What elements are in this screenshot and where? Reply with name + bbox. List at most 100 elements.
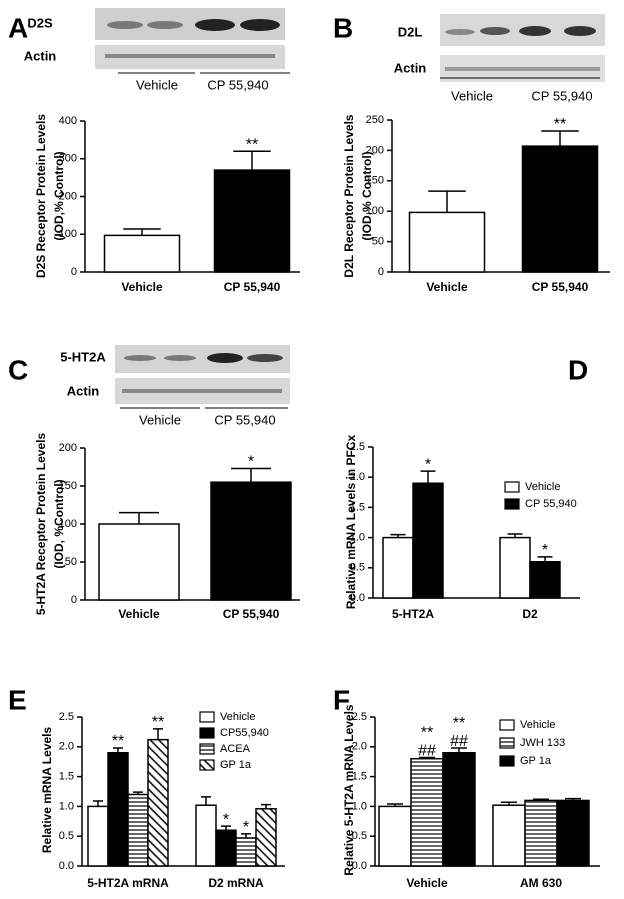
bar xyxy=(408,211,486,273)
panel-letter: B xyxy=(333,12,353,43)
error-bar xyxy=(113,747,123,753)
x-tick-label: D2 mRNA xyxy=(208,876,264,890)
y-tick-label: 100 xyxy=(59,228,77,240)
legend-swatch xyxy=(499,755,515,767)
y-tick-label: 2.0 xyxy=(352,741,367,753)
legend-label: Vehicle xyxy=(220,711,255,723)
significance-label: ** xyxy=(554,116,566,133)
bar xyxy=(556,799,590,867)
error-bar xyxy=(261,803,271,809)
error-bar xyxy=(93,800,103,807)
y-axis-label: Relative mRNA Levels xyxy=(40,727,54,854)
blot-label: Actin xyxy=(24,48,57,63)
error-bar xyxy=(390,533,406,538)
y-tick-label: 0.0 xyxy=(350,592,365,604)
significance-label: * xyxy=(243,819,249,836)
lane-label: CP 55,940 xyxy=(214,412,275,427)
bar xyxy=(98,523,180,601)
panel-letter: F xyxy=(333,684,350,715)
error-bar xyxy=(533,798,549,801)
x-tick-label: D2 xyxy=(522,607,538,621)
y-tick-label: 50 xyxy=(65,556,77,568)
panel-letter: E xyxy=(8,684,27,715)
y-axis-label: Relative mRNA Levels in PFCx xyxy=(344,435,358,610)
error-bar xyxy=(428,190,466,213)
bar xyxy=(235,837,257,867)
legend-label: Vehicle xyxy=(520,719,555,731)
significance-label: ** xyxy=(421,725,433,742)
error-bar xyxy=(241,833,251,838)
y-tick-label: 1.5 xyxy=(350,501,365,513)
x-tick-label: AM 630 xyxy=(520,876,562,890)
legend-swatch xyxy=(199,727,215,739)
bar xyxy=(87,805,109,867)
western-blots xyxy=(95,8,605,409)
error-bar xyxy=(565,797,581,801)
bar xyxy=(442,752,476,867)
y-axis-label: Relative 5-HT2A mRNA Levels xyxy=(342,704,356,875)
significance-label: ** xyxy=(246,136,258,153)
bar xyxy=(524,799,558,867)
legend-swatch xyxy=(499,719,515,731)
error-bar xyxy=(201,796,211,806)
y-tick-label: 0 xyxy=(71,266,77,278)
error-bar xyxy=(221,825,231,831)
bar xyxy=(107,752,129,867)
error-bar xyxy=(119,511,159,524)
blot-label: D2L xyxy=(398,24,423,39)
y-tick-label: 2.5 xyxy=(350,441,365,453)
y-tick-label: 150 xyxy=(59,480,77,492)
legend-label: JWH 133 xyxy=(520,737,565,749)
x-tick-label: CP 55,940 xyxy=(532,280,589,294)
bar xyxy=(410,757,444,867)
bar xyxy=(521,145,599,273)
lane-label: CP 55,940 xyxy=(207,77,268,92)
legend-label: GP 1a xyxy=(220,759,252,771)
y-tick-label: 0 xyxy=(71,594,77,606)
bar xyxy=(195,804,217,867)
legend-swatch xyxy=(199,759,215,771)
y-axis-label: (IOD, %Control) xyxy=(52,479,66,568)
legend-swatch xyxy=(504,481,520,493)
lane-label: Vehicle xyxy=(139,412,181,427)
blot-label: Actin xyxy=(394,60,427,75)
panel-letter: A xyxy=(8,12,28,43)
y-tick-label: 100 xyxy=(366,205,384,217)
legend-swatch xyxy=(504,498,520,510)
legend-label: GP 1a xyxy=(520,755,552,767)
error-bar xyxy=(123,228,161,236)
legend-swatch xyxy=(199,743,215,755)
bar xyxy=(213,169,291,273)
x-tick-label: 5-HT2A xyxy=(392,607,434,621)
bar xyxy=(127,793,149,867)
y-tick-label: 1.0 xyxy=(350,532,365,544)
significance-label: * xyxy=(425,456,431,473)
significance-label: ## xyxy=(418,743,436,760)
y-tick-label: 150 xyxy=(366,175,384,187)
x-tick-label: CP 55,940 xyxy=(223,607,280,621)
y-tick-label: 50 xyxy=(372,236,384,248)
bar xyxy=(529,561,561,599)
significance-label: ** xyxy=(453,715,465,732)
y-tick-label: 200 xyxy=(59,190,77,202)
y-tick-label: 250 xyxy=(366,114,384,126)
y-tick-label: 2.0 xyxy=(350,471,365,483)
x-tick-label: Vehicle xyxy=(121,280,163,294)
y-axis-label: (IOD,% Control) xyxy=(360,151,374,240)
error-bar xyxy=(419,756,435,759)
significance-label: * xyxy=(223,811,229,828)
legend-label: CP55,940 xyxy=(220,727,269,739)
error-bar xyxy=(231,467,271,483)
y-tick-label: 0.0 xyxy=(352,860,367,872)
y-axis-label: (IOD,% Control) xyxy=(52,151,66,240)
bar xyxy=(412,482,444,599)
legend-label: Vehicle xyxy=(525,481,560,493)
lane-label: Vehicle xyxy=(136,77,178,92)
error-bar xyxy=(451,747,467,753)
legend-label: ACEA xyxy=(220,743,251,755)
panel-letter: D xyxy=(568,354,588,385)
y-tick-label: 200 xyxy=(366,144,384,156)
significance-label: ** xyxy=(112,733,124,750)
error-bar xyxy=(387,803,403,807)
